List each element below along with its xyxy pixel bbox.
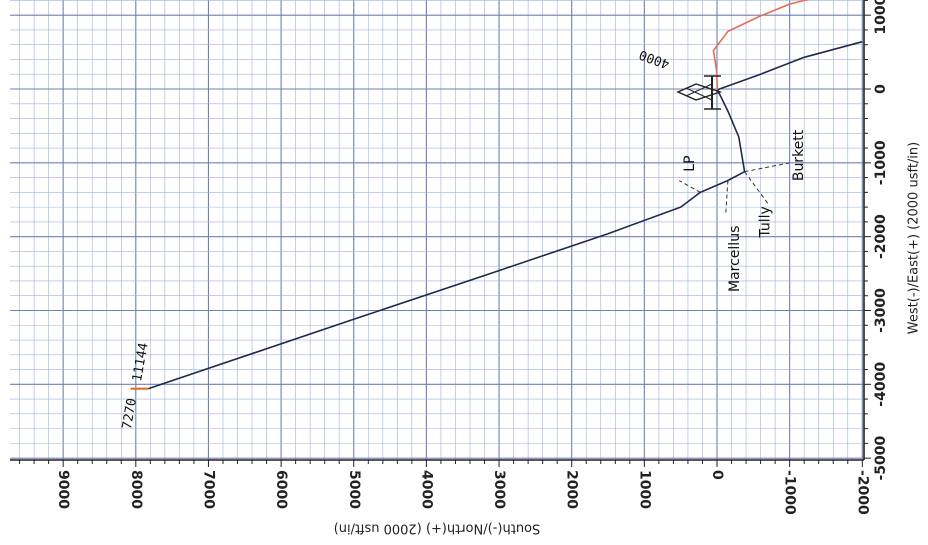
y-tick-label: -3000 [873,288,889,333]
y-tick-labels: 1000 0 -1000 -2000 -3000 -4000 -5000 [873,0,889,481]
y-tick-label: 0 [873,84,889,94]
x-tick-label: 4000 [418,470,434,509]
x-tick-label: 3000 [491,470,507,509]
annotations: LP Marcellus Tully Burkett 4000 7270 11144 [120,46,807,430]
y-axis-label: West(-)/East(+) (2000 usft/in) [907,142,922,334]
x-tick-label: -1000 [782,470,798,515]
y-tick-label: 1000 [873,0,889,35]
x-tick-label: -2000 [854,470,870,515]
series-line-0 [147,89,746,390]
x-tick-label: 2000 [564,470,580,509]
formation-marker [725,180,729,215]
x-tick-label: 9000 [55,470,71,509]
y-tick-label: -5000 [873,436,889,481]
rig-icon [676,75,723,110]
y-tick-label: -2000 [873,214,889,259]
x-tick-labels: 9000 8000 7000 6000 5000 4000 3000 2000 1000 0 -10… [55,470,870,515]
series-line-1 [717,40,863,91]
y-tick-label: -1000 [873,140,889,185]
annotation-label: Marcellus [727,226,743,292]
x-tick-label: 8000 [128,470,144,509]
annotation-label: 11144 [130,341,152,382]
annotation-label: LP [682,155,698,171]
y-tick-label: -4000 [873,362,889,407]
x-tick-label: 6000 [273,470,289,509]
annotation-label: 4000 [637,46,672,71]
formation-marker [678,180,701,193]
x-tick-label: 0 [709,470,725,480]
series-line-2 [712,0,810,90]
formation-marker [744,171,769,204]
annotation-label: Tully [758,206,774,238]
x-tick-label: 5000 [346,470,362,509]
x-tick-label: 1000 [636,470,652,509]
formation-marker [744,162,790,173]
annotation-label: 7270 [120,397,140,430]
x-tick-label: 7000 [200,470,216,509]
grid [10,0,864,460]
annotation-label: Burkett [791,129,807,181]
axes [10,0,871,467]
series-layer [130,0,863,390]
x-axis-label: South(-)/North(+) (2000 usft/in) [334,521,541,536]
